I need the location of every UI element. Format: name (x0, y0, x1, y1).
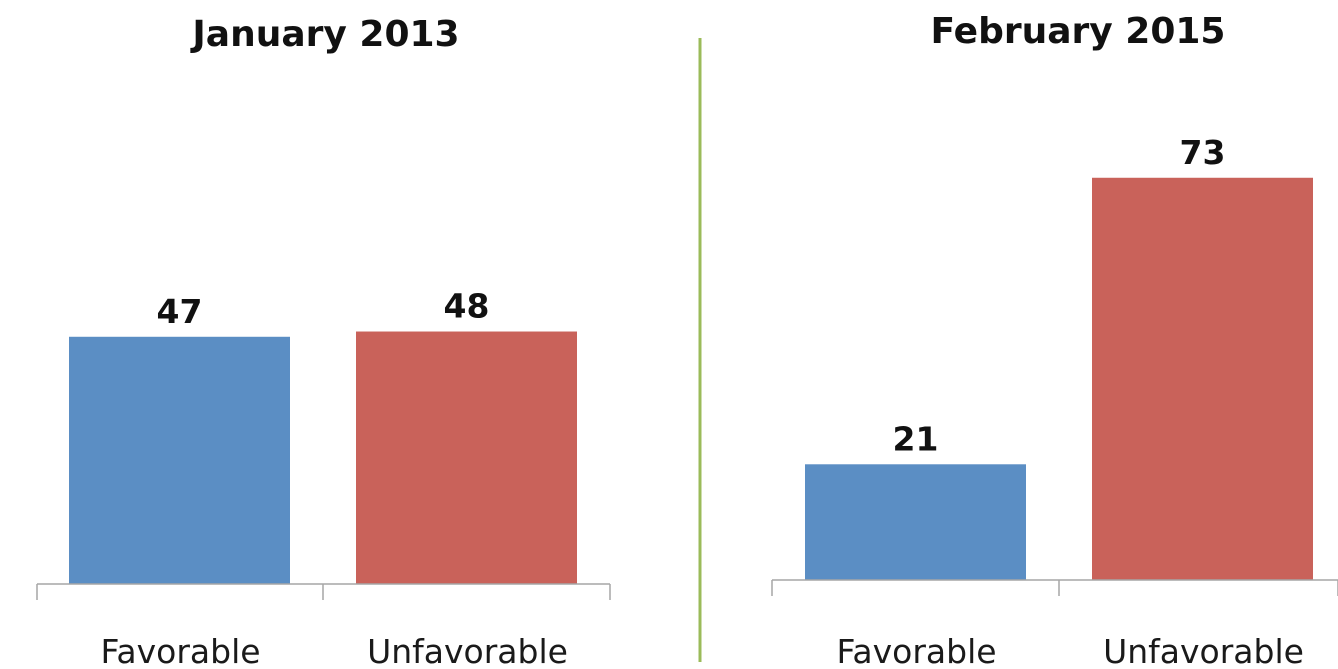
chart-title: February 2015 (931, 11, 1226, 52)
data-label-favorable: 21 (893, 419, 939, 458)
chart-panel-january-2013: January 2013 47 Favorable 48 Unfavorable (36, 14, 611, 669)
data-label-unfavorable: 73 (1180, 133, 1226, 172)
category-label-favorable: Favorable (100, 632, 260, 669)
category-label-unfavorable: Unfavorable (1103, 632, 1304, 669)
category-label-favorable: Favorable (836, 632, 996, 669)
category-label-unfavorable: Unfavorable (367, 632, 568, 669)
chart-panel-february-2015: February 2015 21 Favorable 73 Unfavorable (771, 11, 1338, 669)
data-label-favorable: 47 (157, 292, 203, 331)
bar-unfavorable (356, 331, 577, 584)
bar-favorable (69, 336, 290, 584)
bar-favorable (805, 464, 1026, 580)
bar-unfavorable (1092, 177, 1313, 580)
data-label-unfavorable: 48 (444, 287, 490, 326)
chart-title: January 2013 (189, 14, 459, 55)
